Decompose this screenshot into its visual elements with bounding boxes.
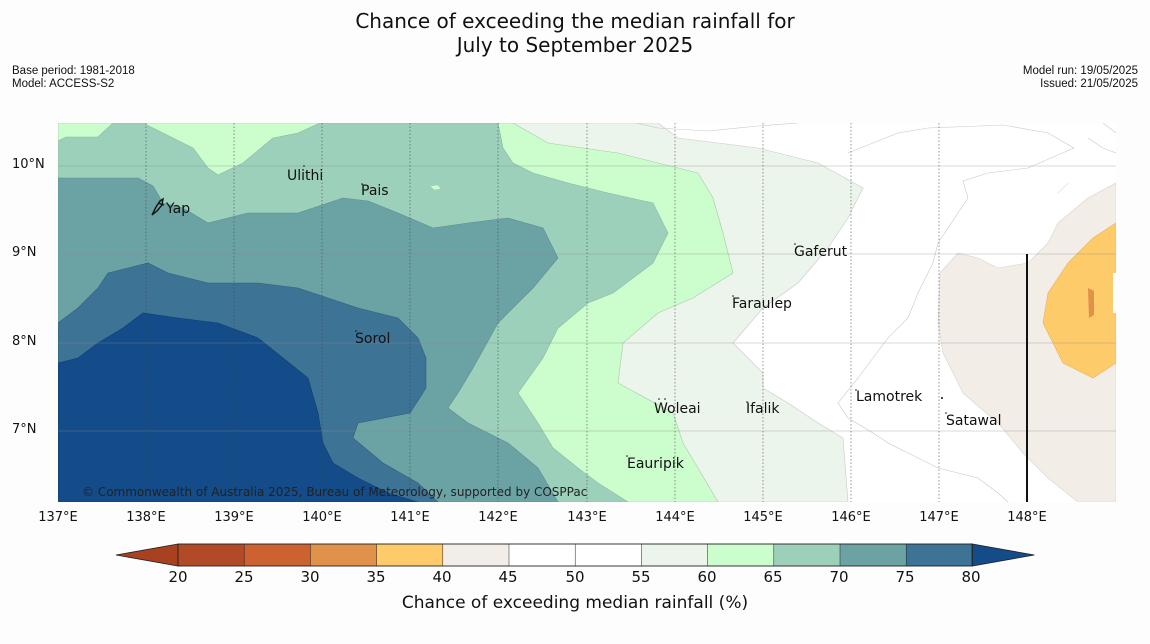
place-label-pais: Pais xyxy=(361,183,389,199)
contour-50-east xyxy=(837,124,1075,502)
lon-label-146E: 146°E xyxy=(831,510,871,525)
cbar-tick-30: 30 xyxy=(300,568,320,586)
lon-label-140E: 140°E xyxy=(302,510,342,525)
cbar-tick-80: 80 xyxy=(961,568,981,586)
lon-label-144E: 144°E xyxy=(655,510,695,525)
rainfall-map: Yap Ulithi Pais Gaferut Faraulep Sorol W… xyxy=(58,123,1116,502)
colorbar-swatch xyxy=(376,543,444,567)
contour-50-north xyxy=(635,123,799,132)
lon-label-141E: 141°E xyxy=(390,510,430,525)
place-label-faraulep: Faraulep xyxy=(732,296,792,312)
lon-label-138E: 138°E xyxy=(126,510,166,525)
island-markers xyxy=(303,165,947,457)
colorbar-swatch xyxy=(905,543,974,567)
cbar-tick-65: 65 xyxy=(763,568,783,586)
colorbar-swatch xyxy=(177,543,245,567)
colorbar-swatch xyxy=(508,543,576,567)
place-label-yap: Yap xyxy=(165,201,190,217)
colorbar-extend-low xyxy=(115,543,179,567)
colorbar-swatch xyxy=(773,543,841,567)
band-above-80 xyxy=(58,312,419,502)
model-info: Base period: 1981-2018 Model: ACCESS-S2 xyxy=(12,65,135,91)
lon-label-142E: 142°E xyxy=(478,510,518,525)
lat-label-8N: 8°N xyxy=(12,334,37,349)
cbar-tick-50: 50 xyxy=(565,568,585,586)
place-label-lamotrek: Lamotrek xyxy=(856,389,923,405)
place-label-eauripik: Eauripik xyxy=(627,456,685,472)
colorbar-swatch xyxy=(707,543,775,567)
band-35-40 xyxy=(1042,222,1116,379)
model-run-date: Model run: 19/05/2025 xyxy=(1022,65,1138,77)
cbar-tick-20: 20 xyxy=(168,568,188,586)
place-label-woleai: Woleai xyxy=(654,401,701,417)
lon-label-143E: 143°E xyxy=(567,510,607,525)
copyright-notice: © Commonwealth of Australia 2025, Bureau… xyxy=(82,485,587,499)
lon-label-147E: 147°E xyxy=(919,510,959,525)
lon-label-145E: 145°E xyxy=(743,510,783,525)
colorbar xyxy=(115,543,1035,567)
lon-label-139E: 139°E xyxy=(214,510,254,525)
gridlines xyxy=(58,123,1116,502)
colorbar-swatch xyxy=(442,543,510,567)
run-info: Model run: 19/05/2025 Issued: 21/05/2025 xyxy=(1023,65,1138,91)
model-name: Model: ACCESS-S2 xyxy=(12,78,115,90)
place-label-sorol: Sorol xyxy=(355,331,390,347)
lon-label-137E: 137°E xyxy=(38,510,78,525)
cbar-tick-75: 75 xyxy=(895,568,915,586)
yap-island-icon xyxy=(151,197,165,216)
issued-date: Issued: 21/05/2025 xyxy=(1040,78,1138,90)
lat-label-7N: 7°N xyxy=(12,422,37,437)
cbar-tick-45: 45 xyxy=(498,568,518,586)
colorbar-swatch xyxy=(310,543,378,567)
cbar-tick-70: 70 xyxy=(829,568,849,586)
band-gap xyxy=(1113,273,1116,313)
colorbar-swatch xyxy=(641,543,709,567)
cbar-tick-35: 35 xyxy=(366,568,386,586)
colorbar-swatch xyxy=(574,543,643,567)
contour-50-ne xyxy=(1087,123,1116,154)
chart-title-line1: Chance of exceeding the median rainfall … xyxy=(355,9,795,33)
lat-label-10N: 10°N xyxy=(12,157,45,172)
contour-55-east xyxy=(1057,182,1069,194)
place-label-gaferut: Gaferut xyxy=(794,244,848,260)
base-period: Base period: 1981-2018 xyxy=(12,65,135,77)
island-speck-green xyxy=(429,184,442,191)
colorbar-label: Chance of exceeding median rainfall (%) xyxy=(401,593,749,613)
cbar-tick-25: 25 xyxy=(234,568,254,586)
band-30-35 xyxy=(1088,288,1094,318)
colorbar-swatch xyxy=(839,543,907,567)
colorbar-swatch xyxy=(243,543,312,567)
place-label-satawal: Satawal xyxy=(946,413,1001,429)
lon-label-148E: 148°E xyxy=(1007,510,1047,525)
cbar-tick-60: 60 xyxy=(697,568,717,586)
lat-label-9N: 9°N xyxy=(12,245,37,260)
cbar-tick-40: 40 xyxy=(432,568,452,586)
colorbar-outline xyxy=(177,543,973,567)
cbar-tick-55: 55 xyxy=(631,568,651,586)
chart-title-line2: July to September 2025 xyxy=(456,33,694,57)
place-label-ifalik: Ifalik xyxy=(746,401,780,417)
place-label-ulithi: Ulithi xyxy=(287,168,323,184)
colorbar-extend-high xyxy=(972,543,1035,567)
